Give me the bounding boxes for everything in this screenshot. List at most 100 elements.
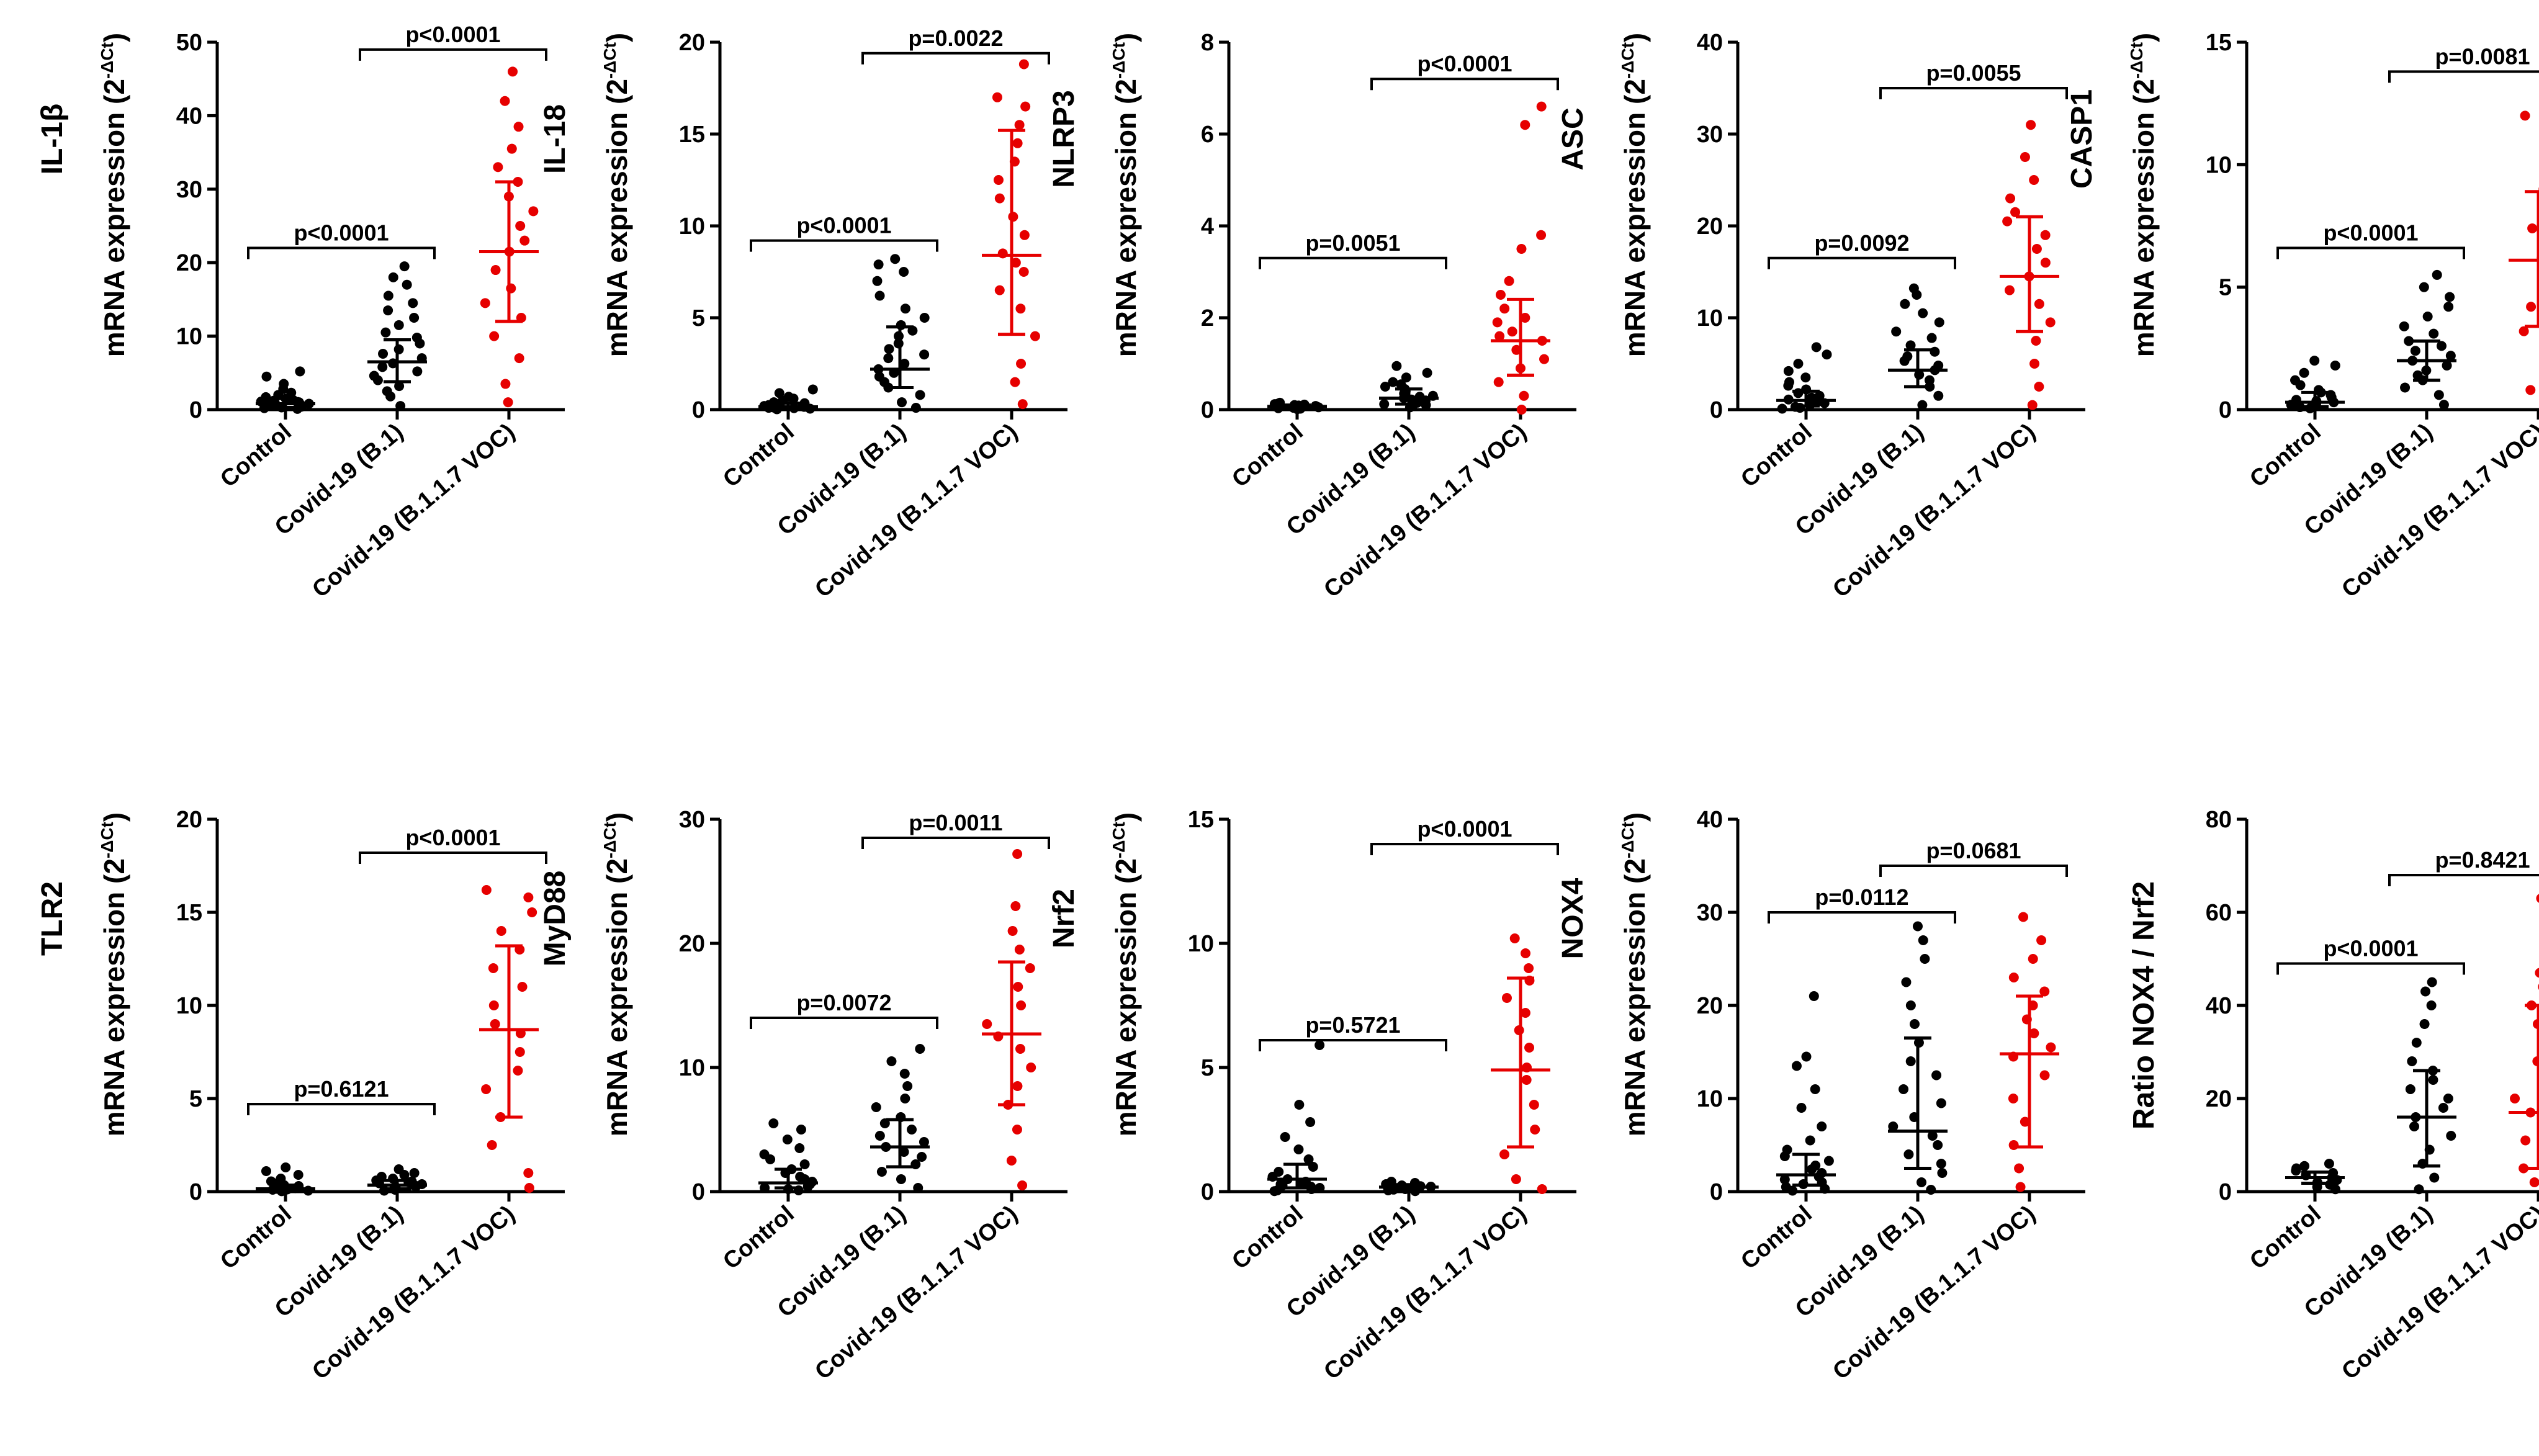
category-label: Control [2245, 1201, 2326, 1275]
data-point [409, 313, 420, 323]
data-point [2008, 1140, 2019, 1150]
data-point [1017, 1180, 1028, 1190]
data-point [910, 403, 921, 413]
data-point [2291, 1163, 2302, 1174]
data-point [2446, 1131, 2456, 1141]
significance-bracket [2388, 874, 2539, 886]
data-point [395, 401, 406, 411]
data-point [1905, 1056, 1916, 1066]
y-axis-title: Ratio NOX4 / Nrf2 [2128, 881, 2160, 1130]
y-axis-label: mRNA expression (2-ΔCt) [600, 812, 633, 1137]
data-point [1823, 1156, 1834, 1166]
y-tick-label: 20 [176, 807, 202, 833]
data-point [1933, 360, 1944, 371]
data-point [1275, 1179, 1286, 1189]
category-label: Control [1227, 419, 1308, 493]
data-point [768, 1118, 779, 1128]
data-point [1927, 1131, 1938, 1141]
y-tick-label: 20 [679, 931, 705, 957]
category-label: Control [215, 419, 296, 493]
data-point [994, 193, 1005, 204]
gene-name: MyD88 [539, 871, 572, 967]
data-point [383, 290, 393, 301]
significance-bracket [247, 1103, 436, 1115]
y-axis-label: mRNA expression (2-ΔCt) [97, 812, 130, 1137]
data-point [1924, 375, 1935, 385]
y-tick-label: 5 [2219, 275, 2232, 301]
data-point [1822, 349, 1832, 360]
data-point [1495, 290, 1506, 300]
data-point [2428, 1075, 2438, 1085]
y-tick-label: 30 [679, 807, 705, 833]
data-point [409, 1168, 420, 1178]
data-point [402, 279, 412, 290]
y-tick-label: 40 [1697, 30, 1723, 56]
gene-name: CASP1 [2065, 89, 2098, 189]
data-point [1520, 120, 1530, 130]
data-point [919, 1137, 929, 1147]
data-point [1901, 977, 1912, 987]
data-point [913, 1183, 923, 1193]
data-point [2529, 1177, 2539, 1187]
data-point [896, 1174, 906, 1184]
data-point [1908, 283, 1919, 294]
data-point [2028, 954, 2038, 964]
y-tick-label: 0 [189, 1179, 202, 1205]
data-point [2407, 1056, 2417, 1066]
category-label: Covid-19 (B.1.1.7 VOC) [1319, 419, 1531, 603]
data-point [1900, 299, 1910, 309]
data-point [1391, 361, 1402, 371]
data-point [1930, 346, 1940, 357]
data-point [1396, 379, 1406, 390]
data-point [1015, 1044, 1026, 1054]
data-point [2330, 360, 2340, 371]
data-point [303, 1185, 313, 1196]
data-point [2039, 986, 2050, 997]
y-tick-label: 10 [679, 213, 705, 240]
data-point [1026, 1063, 1036, 1072]
data-point [496, 926, 506, 936]
data-point [2420, 986, 2431, 997]
y-tick-label: 0 [1710, 397, 1723, 423]
data-point [1519, 390, 1529, 401]
y-tick-label: 0 [1710, 1179, 1723, 1205]
data-point [489, 331, 500, 341]
data-point [872, 276, 883, 286]
data-point [2026, 120, 2036, 130]
data-point [508, 66, 518, 77]
y-tick-label: 15 [2206, 30, 2232, 56]
data-point [1926, 1185, 1936, 1195]
data-point [1912, 921, 1923, 932]
data-point [2527, 223, 2538, 233]
data-point [408, 298, 418, 308]
data-point [515, 1047, 525, 1057]
gene-name: IL-18 [539, 104, 572, 174]
data-point [874, 371, 884, 382]
data-point [1499, 1149, 1510, 1159]
p-value-label: p=0.0112 [1815, 884, 1908, 910]
data-point [1521, 1075, 1532, 1085]
data-point [1800, 372, 1811, 383]
data-point [2445, 292, 2455, 302]
data-point [1902, 351, 1913, 362]
data-point [1779, 1174, 1790, 1185]
data-point [1010, 258, 1021, 268]
data-point [1539, 354, 1550, 364]
p-value-label: p=0.0081 [2435, 43, 2530, 69]
p-value-label: p=0.0092 [1814, 230, 1909, 256]
y-tick-label: 30 [1697, 122, 1723, 148]
data-point [915, 390, 925, 400]
y-tick-label: 40 [176, 103, 202, 129]
significance-bracket [1768, 911, 1956, 923]
significance-bracket [861, 837, 1050, 849]
data-point [1536, 230, 1547, 240]
data-point [1782, 1144, 1792, 1155]
data-point [1274, 1167, 1284, 1177]
p-value-label: p=0.6121 [294, 1076, 389, 1102]
data-point [2004, 285, 2015, 295]
data-point [2010, 207, 2021, 217]
data-point [1888, 1121, 1899, 1131]
data-point [1380, 382, 1390, 392]
